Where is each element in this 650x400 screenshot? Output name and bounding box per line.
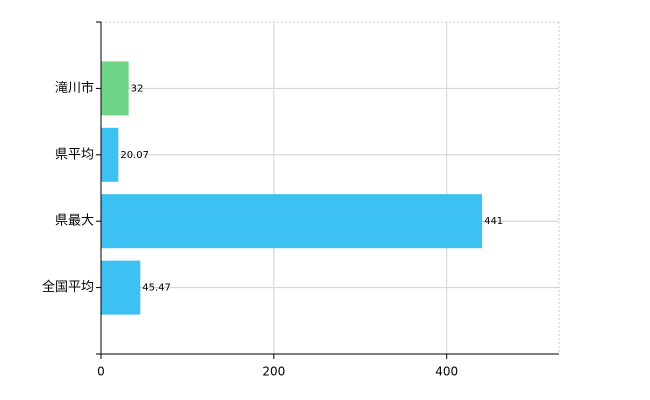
bar — [101, 194, 483, 249]
bar — [101, 127, 119, 182]
value-label: 20.07 — [120, 150, 149, 161]
value-label: 45.47 — [142, 283, 171, 294]
y-tick-label: 全国平均 — [42, 279, 94, 295]
x-tick-label: 200 — [262, 365, 285, 379]
bar — [101, 61, 129, 116]
bar — [101, 260, 141, 315]
value-label: 32 — [131, 83, 144, 94]
y-tick-label: 滝川市 — [55, 80, 94, 96]
y-tick-label: 県平均 — [55, 147, 94, 162]
y-tick-label: 県最大 — [55, 214, 94, 229]
value-label: 441 — [484, 216, 503, 227]
x-tick-label: 400 — [435, 365, 458, 379]
x-tick-label: 0 — [97, 365, 105, 379]
